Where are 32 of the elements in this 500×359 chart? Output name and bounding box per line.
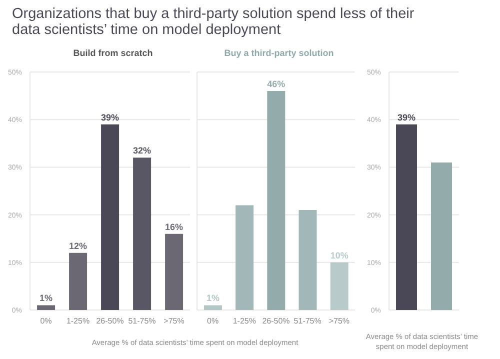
data-label: 16% [165, 222, 184, 232]
bar [37, 305, 56, 310]
x-tick-label: 51-75% [128, 316, 156, 326]
bar [330, 262, 348, 310]
x-tick-label: 26-50% [96, 316, 124, 326]
data-label: 1% [40, 293, 53, 304]
bar [101, 124, 120, 310]
data-label: 39% [397, 112, 416, 122]
bar [298, 210, 317, 310]
x-tick-label: >75% [328, 316, 350, 326]
data-label: 39% [101, 112, 120, 122]
data-label: 32% [133, 146, 152, 156]
bar [165, 234, 184, 310]
bar [236, 205, 254, 310]
bar [133, 158, 152, 310]
chart-subtitle: Buy a third-party solution [223, 48, 335, 60]
bar [69, 252, 88, 310]
x-tick-label: 0% [207, 316, 219, 326]
x-tick-label: 1-25% [232, 316, 256, 326]
data-label: 10% [330, 250, 348, 260]
bar [204, 305, 222, 310]
bar [267, 91, 286, 310]
x-tick-label: 0% [40, 316, 52, 326]
chart-subtitle: Build from scratch [72, 48, 154, 60]
x-tick-label: 51-75% [294, 316, 322, 326]
x-tick-label: >75% [164, 316, 184, 326]
x-tick-label: 26-50% [262, 316, 290, 326]
data-label: 46% [267, 79, 286, 90]
data-label: 1% [206, 293, 220, 304]
x-tick-label: 1-25% [66, 316, 90, 326]
chart-title: Organizations that buy a third-party solution spend less of their data scientists’ time on model deployment [12, 6, 416, 38]
data-label: 12% [69, 240, 88, 251]
